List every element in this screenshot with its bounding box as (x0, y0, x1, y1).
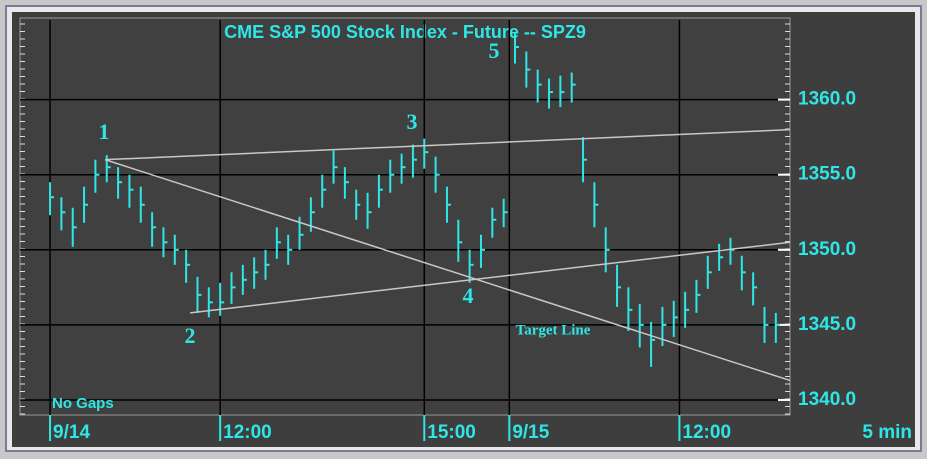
annotation: 1 (99, 119, 110, 144)
x-tick-label: 9/14 (53, 422, 90, 443)
x-unit: 5 min (862, 422, 912, 443)
annotation: Target Line (516, 322, 591, 338)
y-tick-label: 1355.0 (798, 164, 856, 185)
y-tick-label: 1340.0 (798, 389, 856, 410)
annotation: 5 (489, 38, 500, 63)
plot-area (19, 17, 791, 416)
y-tick-label: 1360.0 (798, 89, 856, 110)
x-tick-label: 15:00 (427, 422, 476, 443)
annotation: 2 (185, 323, 196, 348)
y-tick-label: 1350.0 (798, 239, 856, 260)
trend-line (104, 158, 791, 382)
chart-title: CME S&P 500 Stock Index - Future -- SPZ9 (224, 22, 586, 42)
annotation: 4 (463, 283, 474, 308)
trend-line (105, 128, 791, 161)
x-tick-label: 12:00 (223, 422, 272, 443)
annotation: No Gaps (52, 395, 114, 412)
x-tick-label: 9/15 (512, 422, 549, 443)
trend-line (190, 241, 791, 314)
annotation: 3 (407, 109, 418, 134)
y-tick-label: 1345.0 (798, 314, 856, 335)
x-tick-label: 12:00 (682, 422, 731, 443)
